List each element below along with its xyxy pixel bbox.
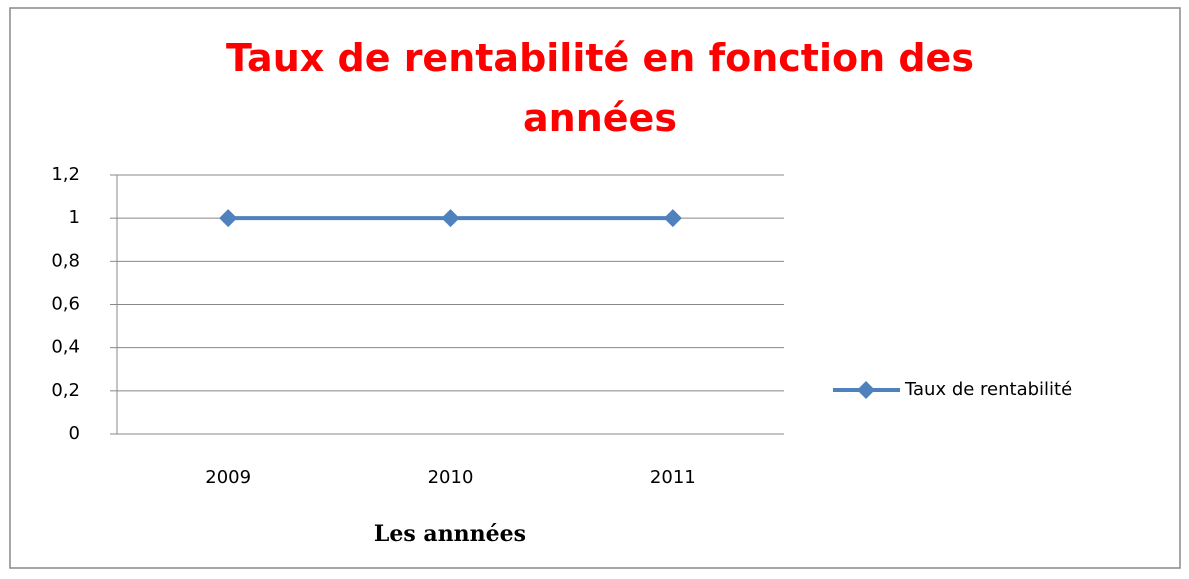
point-marker — [441, 209, 460, 228]
y-tick-label: 0,8 — [51, 250, 80, 271]
x-axis-label: Les annnées — [374, 521, 526, 547]
point-marker — [219, 209, 238, 228]
chart-border — [9, 7, 1181, 569]
x-tick-label: 2011 — [650, 467, 696, 488]
y-tick-label: 0,6 — [51, 294, 80, 315]
legend-label: Taux de rentabilité — [904, 379, 1072, 400]
y-tick-label: 1,2 — [51, 164, 80, 185]
x-tick-label: 2009 — [205, 467, 251, 488]
y-tick-label: 1 — [69, 207, 80, 228]
legend-marker — [857, 381, 875, 399]
chart-title: Taux de rentabilité en fonction des anné… — [226, 36, 974, 140]
y-tick-label: 0,2 — [51, 380, 80, 401]
y-tick-label: 0 — [69, 423, 80, 444]
x-tick-label: 2010 — [428, 467, 474, 488]
point-marker — [663, 209, 682, 228]
y-tick-label: 0,4 — [51, 337, 80, 358]
